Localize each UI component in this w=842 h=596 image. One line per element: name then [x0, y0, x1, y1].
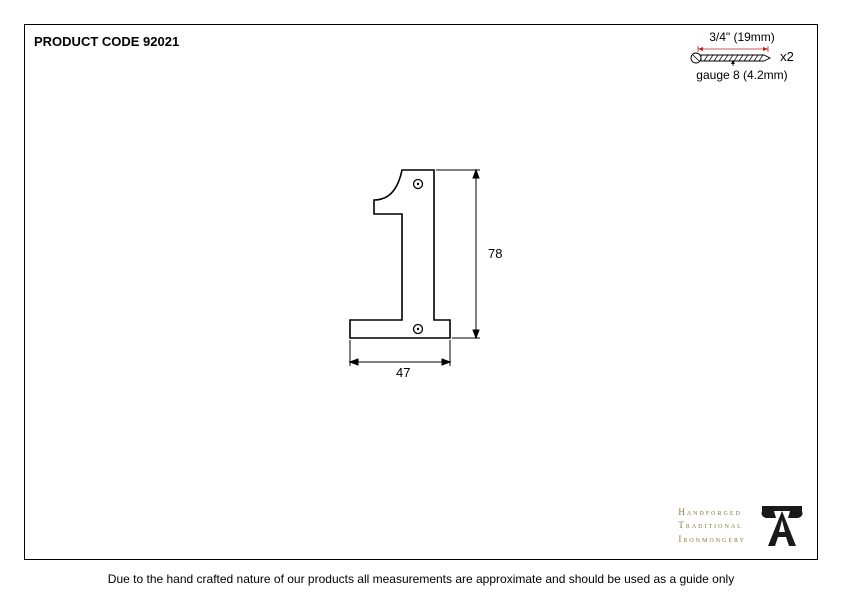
brand-text-line2: Traditional: [678, 519, 746, 533]
screw-quantity-label: x2: [780, 49, 794, 64]
brand-text-line3: Ironmongery: [678, 533, 746, 547]
screw-length-label: 3/4" (19mm): [672, 30, 812, 44]
height-dimension-value: 78: [488, 246, 502, 261]
width-dimension-value: 47: [396, 365, 410, 380]
screw-spec-block: 3/4" (19mm): [672, 30, 812, 82]
screw-gauge-label: gauge 8 (4.2mm): [672, 68, 812, 82]
anvil-icon: [758, 502, 806, 550]
brand-text-line1: Handforged: [678, 506, 746, 520]
screw-icon: [690, 46, 776, 66]
brand-logo-text: Handforged Traditional Ironmongery: [678, 506, 746, 547]
product-code-label: PRODUCT CODE 92021: [34, 34, 179, 49]
brand-logo-block: Handforged Traditional Ironmongery: [678, 502, 806, 550]
disclaimer-text: Due to the hand crafted nature of our pr…: [0, 572, 842, 586]
screw-illustration-row: x2: [672, 46, 812, 66]
numeral-diagram: [330, 166, 530, 386]
